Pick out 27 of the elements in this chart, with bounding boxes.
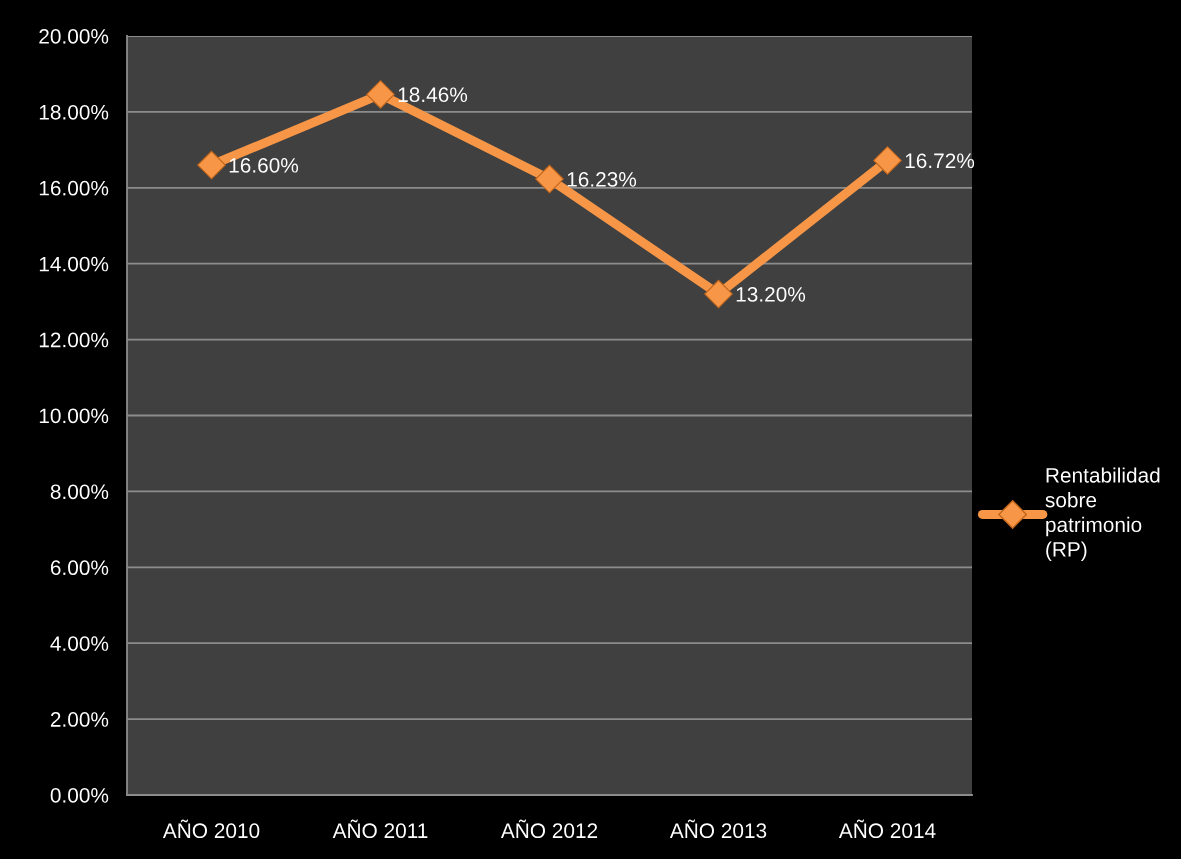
point — [704, 279, 733, 309]
x-tick-label: AÑO 2011 — [332, 819, 428, 839]
x-tick-label: AÑO 2014 — [838, 819, 936, 839]
data-label: 13.20% — [736, 286, 806, 302]
y-tick-label: 10.00% — [39, 408, 109, 424]
y-tick-label: 0.00% — [50, 788, 109, 803]
y-tick-label: 2.00% — [50, 712, 109, 727]
data-label: 18.46% — [398, 87, 468, 103]
point — [366, 80, 395, 109]
x-tick-label: AÑO 2012 — [500, 819, 598, 839]
y-tick-label: 16.00% — [39, 180, 109, 196]
y-tick-label: 18.00% — [39, 104, 109, 120]
point — [535, 164, 564, 194]
point — [197, 150, 226, 180]
y-tick-label: 4.00% — [50, 636, 109, 651]
x-tick-label: AÑO 2010 — [162, 819, 260, 839]
x-tick-label: AÑO 2013 — [669, 819, 767, 839]
y-tick-label: 14.00% — [39, 256, 109, 272]
data-label: 16.60% — [229, 157, 299, 173]
y-tick-label: 8.00% — [50, 484, 109, 500]
y-tick-label: 12.00% — [39, 332, 109, 348]
data-label: 16.72% — [905, 153, 975, 169]
y-tick-label: 20.00% — [39, 29, 109, 44]
data-label: 16.23% — [567, 171, 637, 187]
legend-label: Rentabilidad sobre patrimonio (RP) — [1045, 467, 1160, 561]
point — [873, 146, 902, 175]
y-tick-label: 6.00% — [50, 560, 109, 576]
